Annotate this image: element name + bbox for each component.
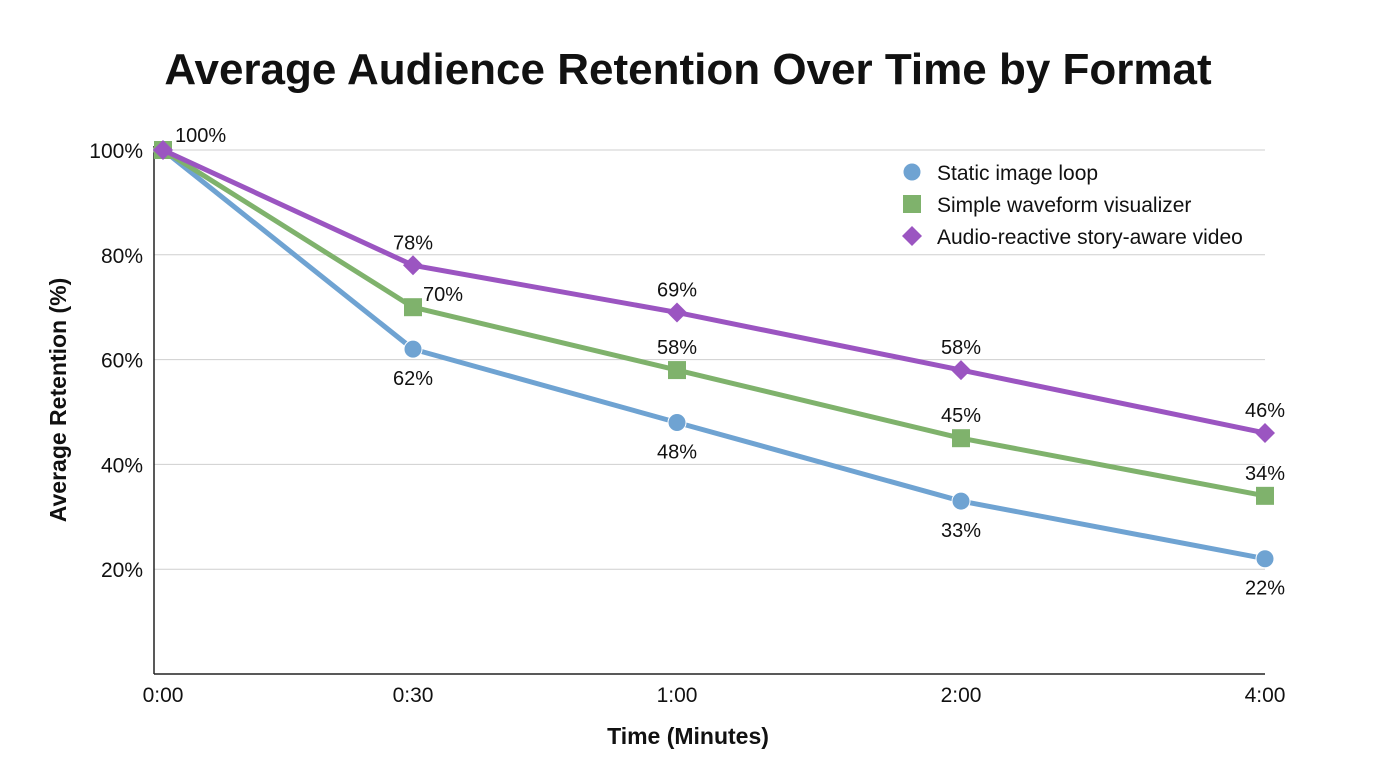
data-label: 34% <box>1245 463 1285 485</box>
data-label: 78% <box>393 232 433 254</box>
y-tick-label: 40% <box>101 454 143 477</box>
legend: Static image loop Simple waveform visuali… <box>902 162 1243 249</box>
legend-marker <box>902 226 922 246</box>
data-point-marker <box>951 491 971 511</box>
gridlines <box>154 149 1265 570</box>
data-point-marker <box>403 339 423 359</box>
x-tick-label: 0:00 <box>143 684 184 707</box>
y-tick-label: 60% <box>101 350 143 373</box>
data-label: 45% <box>941 405 981 427</box>
data-point-marker <box>153 140 173 160</box>
x-tick-label: 4:00 <box>1245 684 1286 707</box>
data-point-marker <box>404 298 422 317</box>
legend-marker <box>902 162 922 182</box>
legend-marker <box>903 195 921 213</box>
legend-label: Audio-reactive story-aware video <box>937 226 1243 249</box>
data-point-marker <box>1256 486 1274 505</box>
x-axis-title: Time (Minutes) <box>607 723 769 749</box>
legend-item-2: Simple waveform visualizer <box>903 194 1191 217</box>
y-tick-label: 100% <box>89 140 143 163</box>
y-tick-label: 20% <box>101 559 143 582</box>
series-lines <box>153 140 1275 569</box>
data-point-marker <box>951 360 971 381</box>
data-label: 58% <box>657 337 697 359</box>
data-label: 58% <box>941 337 981 359</box>
data-label: 70% <box>423 284 463 306</box>
chart-title: Average Audience Retention Over Time by … <box>164 45 1212 94</box>
x-tick-label: 2:00 <box>941 684 982 707</box>
data-point-marker <box>1255 549 1275 569</box>
data-point-marker <box>667 302 687 323</box>
data-labels: 62% 48% 33% 22% 70% 58% 45% 34% 100% 78% 69% 58% 46% <box>175 125 1285 600</box>
series-3 <box>153 140 1275 443</box>
data-point-marker <box>952 429 970 448</box>
data-point-marker <box>403 255 423 276</box>
data-label: 22% <box>1245 578 1285 600</box>
legend-item-3: Audio-reactive story-aware video <box>902 226 1243 249</box>
data-point-marker <box>667 412 687 432</box>
data-label: 69% <box>657 279 697 301</box>
series-line <box>160 147 1268 436</box>
data-point-marker <box>1255 422 1275 443</box>
y-tick-label: 80% <box>101 245 143 268</box>
data-label: 62% <box>393 368 433 390</box>
y-axis-title: Average Retention (%) <box>45 278 71 523</box>
legend-label: Simple waveform visualizer <box>937 194 1191 217</box>
legend-item-1: Static image loop <box>902 162 1098 185</box>
x-tick-label: 0:30 <box>393 684 434 707</box>
x-tick-label: 1:00 <box>657 684 698 707</box>
data-point-marker <box>668 361 686 380</box>
data-label: 100% <box>175 125 226 147</box>
data-label: 48% <box>657 441 697 463</box>
legend-label: Static image loop <box>937 162 1098 185</box>
data-label: 46% <box>1245 400 1285 422</box>
data-label: 33% <box>941 520 981 542</box>
axes: 20% 40% 60% 80% 100% 0:00 0:30 1:00 2:00 4:00 <box>89 140 1285 707</box>
